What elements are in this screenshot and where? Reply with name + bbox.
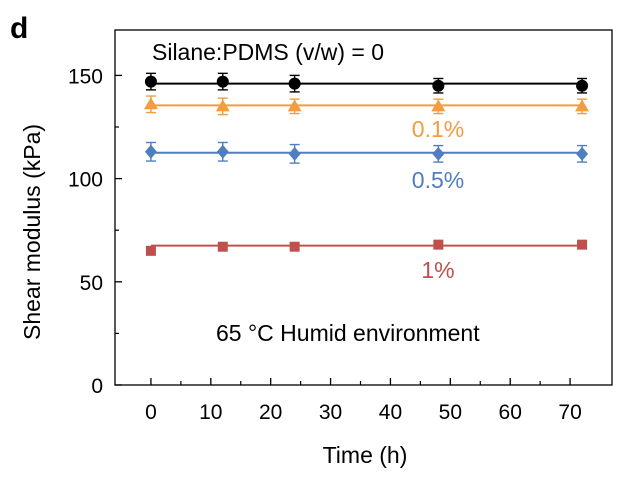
series-3-point-0: [145, 245, 156, 256]
series-1-point-4: [575, 99, 590, 112]
y-tick-label-2: 100: [68, 169, 103, 192]
series-3-point-3: [433, 239, 444, 250]
x-tick-label-5: 50: [439, 401, 462, 424]
series-2-point-3: [432, 146, 445, 161]
x-tick-label-3: 30: [319, 401, 342, 424]
x-tick-label-7: 70: [558, 401, 581, 424]
series-0-point-2: [288, 77, 301, 90]
y-tick-label-0: 0: [91, 375, 103, 398]
series-0-point-1: [216, 75, 229, 88]
series-2-point-4: [576, 146, 589, 161]
series-2-point-2: [288, 146, 301, 161]
series-3-point-2: [289, 241, 300, 252]
x-tick-label-1: 10: [199, 401, 222, 424]
series-1-label: 0.1%: [412, 116, 464, 142]
series-3-point-4: [577, 239, 588, 250]
x-tick-label-0: 0: [145, 401, 157, 424]
header-annotation: Silane:PDMS (v/w) = 0: [152, 39, 384, 65]
series-1-point-0: [143, 97, 158, 110]
plot-frame: [114, 29, 613, 386]
series-2-point-1: [216, 144, 229, 159]
x-axis-title: Time (h): [323, 442, 408, 468]
x-tick-label-6: 60: [499, 401, 522, 424]
series-1-point-3: [431, 99, 446, 112]
series-2-label: 0.5%: [412, 167, 464, 193]
x-tick-label-2: 20: [259, 401, 282, 424]
series-1-point-2: [287, 99, 302, 112]
x-tick-label-4: 40: [379, 401, 402, 424]
series-2-point-0: [144, 144, 157, 159]
series-0-point-3: [432, 79, 445, 92]
y-tick-label-3: 150: [68, 65, 103, 88]
series-0-point-0: [144, 75, 157, 88]
condition-annotation: 65 °C Humid environment: [216, 320, 480, 346]
series-1-point-1: [215, 99, 230, 112]
y-axis-title: Shear modulus (kPa): [19, 124, 45, 340]
plot-area: 0 10 20 30 40 50 60 70 0 50 100 150 0.1% 0.5% 1%: [68, 29, 613, 424]
series-3-label: 1%: [421, 257, 454, 283]
series-3-point-1: [217, 241, 228, 252]
y-tick-label-1: 50: [80, 272, 103, 295]
series-0-point-4: [576, 79, 589, 92]
panel-label: d: [10, 12, 28, 45]
